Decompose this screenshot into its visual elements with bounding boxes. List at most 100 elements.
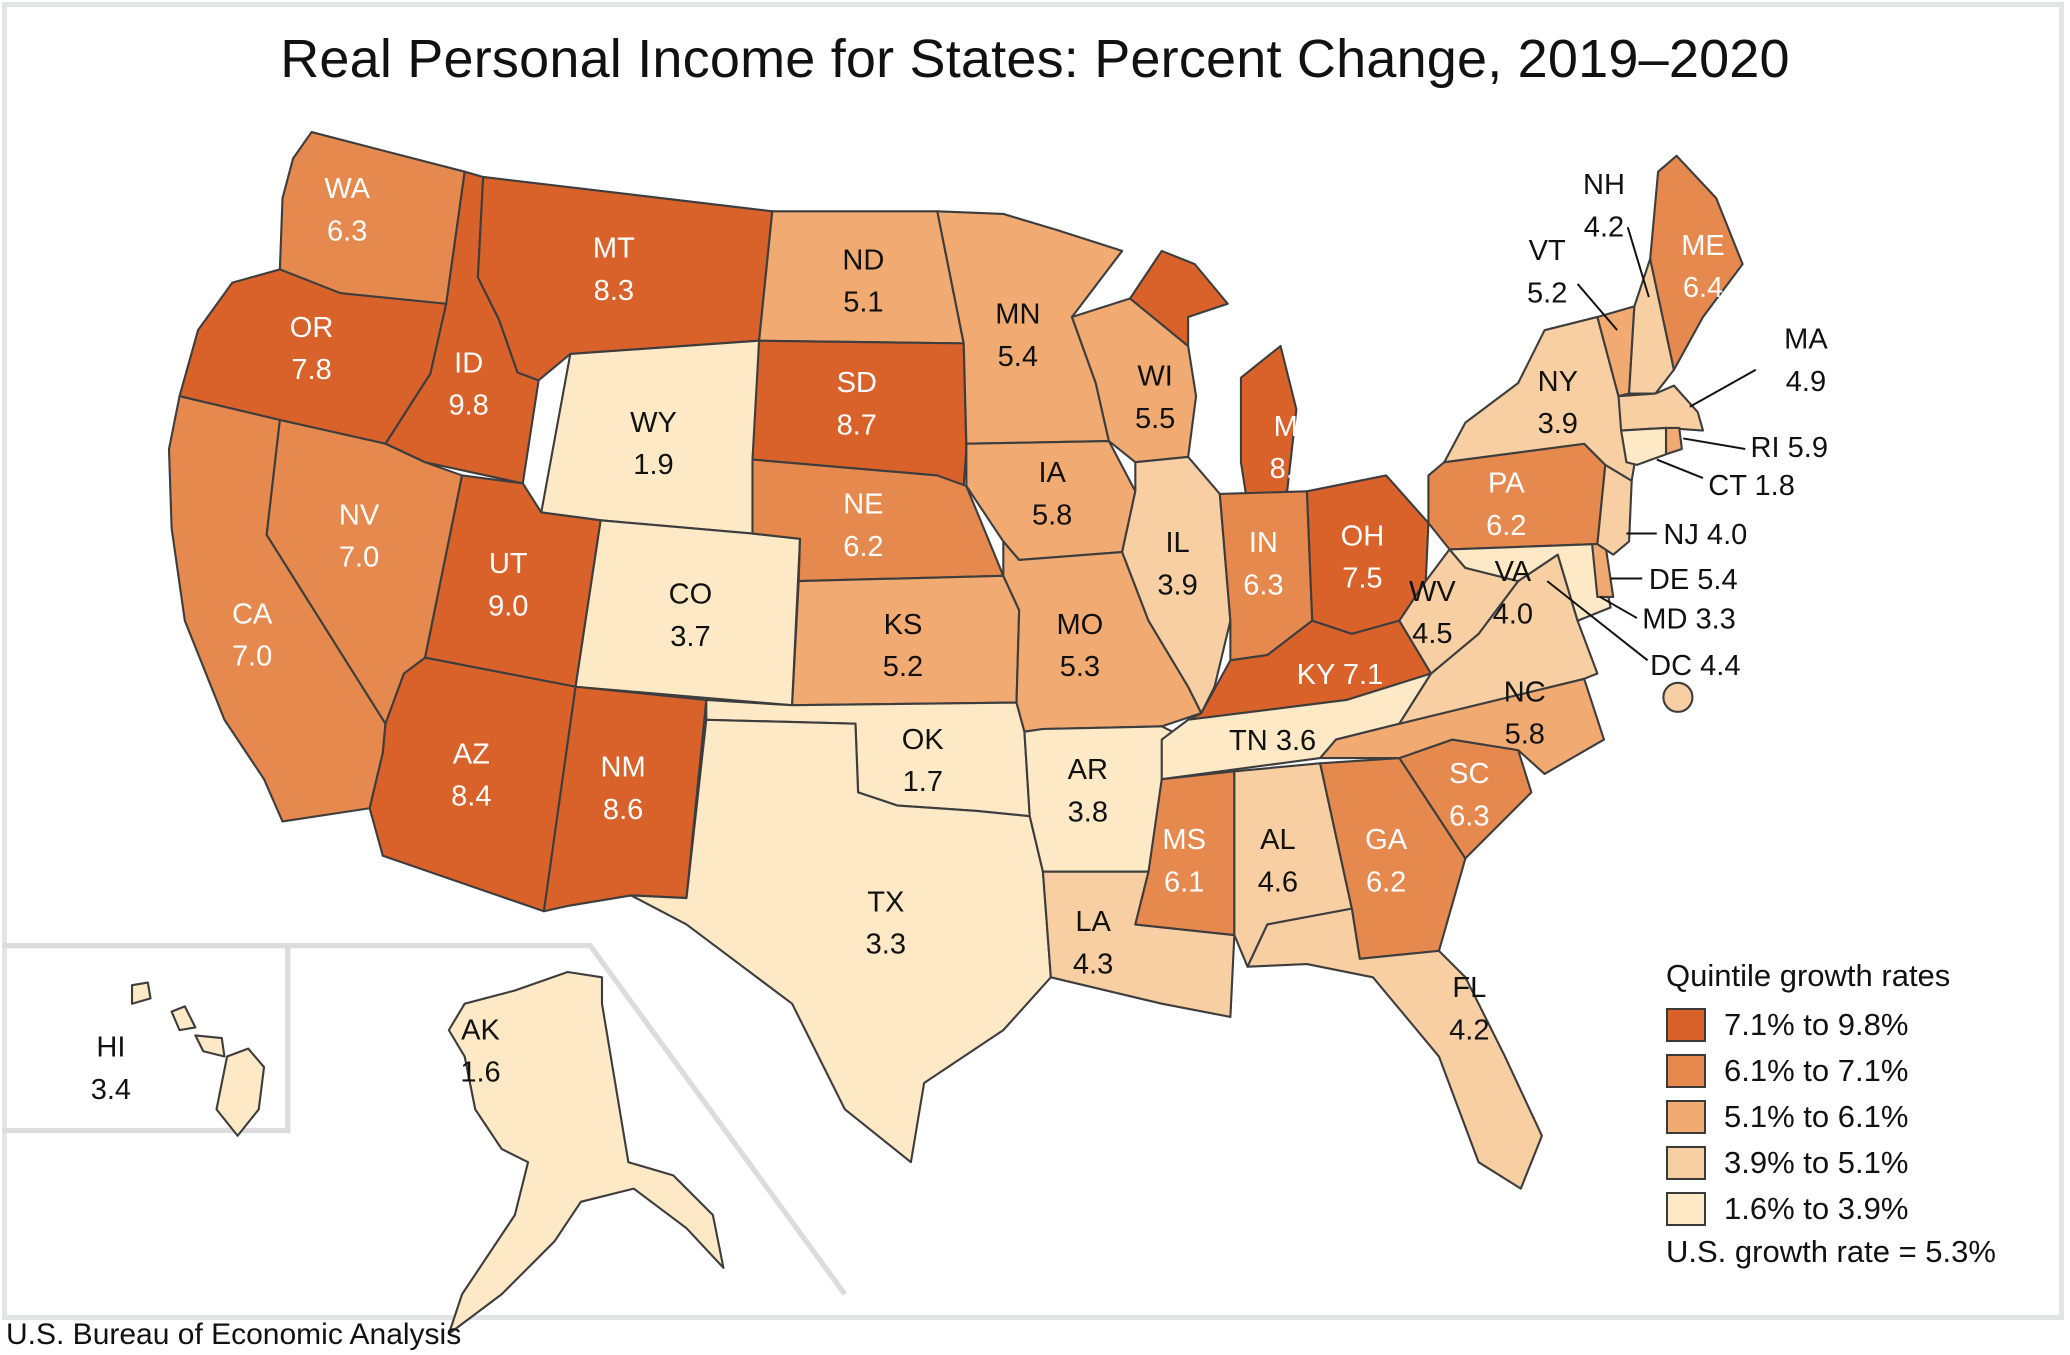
- svg-text:7.0: 7.0: [232, 641, 272, 673]
- svg-text:MD 3.3: MD 3.3: [1642, 604, 1736, 636]
- legend-swatch-q2: [1666, 1054, 1706, 1088]
- svg-text:VA: VA: [1495, 556, 1532, 588]
- svg-text:TX: TX: [867, 886, 904, 918]
- svg-text:6.1: 6.1: [1164, 866, 1204, 898]
- legend-item: 6.1% to 7.1%: [1666, 1048, 2066, 1094]
- svg-text:ID: ID: [454, 347, 483, 379]
- legend-swatch-q3: [1666, 1100, 1706, 1134]
- svg-text:3.8: 3.8: [1068, 796, 1108, 828]
- svg-text:IA: IA: [1038, 457, 1066, 489]
- svg-text:WY: WY: [630, 407, 677, 439]
- svg-text:4.2: 4.2: [1449, 1014, 1489, 1046]
- svg-text:NH: NH: [1583, 169, 1625, 201]
- state-WA[interactable]: [278, 131, 466, 305]
- svg-text:DC 4.4: DC 4.4: [1650, 650, 1740, 682]
- svg-text:KY 7.1: KY 7.1: [1297, 659, 1384, 691]
- svg-text:6.2: 6.2: [1366, 866, 1406, 898]
- legend-title: Quintile growth rates: [1666, 958, 1951, 993]
- svg-text:5.8: 5.8: [1505, 719, 1545, 751]
- svg-text:8.6: 8.6: [603, 794, 643, 826]
- legend-item: 7.1% to 9.8%: [1666, 1002, 2066, 1048]
- svg-text:MS: MS: [1162, 824, 1206, 856]
- svg-text:IN: IN: [1249, 527, 1278, 559]
- svg-text:4.6: 4.6: [1258, 866, 1298, 898]
- svg-text:7.5: 7.5: [1342, 563, 1382, 595]
- state-ND[interactable]: [758, 210, 965, 345]
- svg-text:NC: NC: [1504, 676, 1546, 708]
- svg-text:AZ: AZ: [453, 738, 490, 770]
- legend-item: 5.1% to 6.1%: [1666, 1094, 2066, 1140]
- state-ME[interactable]: [1649, 154, 1744, 371]
- state-FL[interactable]: [1246, 907, 1543, 1190]
- svg-text:AK: AK: [461, 1014, 500, 1046]
- state-AK[interactable]: [447, 970, 725, 1335]
- svg-text:OR: OR: [290, 312, 334, 344]
- svg-text:VT: VT: [1529, 235, 1566, 267]
- svg-text:8.4: 8.4: [451, 781, 491, 813]
- state-CT[interactable]: [1620, 426, 1668, 466]
- svg-text:5.1: 5.1: [843, 287, 883, 319]
- svg-text:1.6: 1.6: [460, 1057, 500, 1089]
- svg-text:4.9: 4.9: [1786, 366, 1826, 398]
- svg-text:WA: WA: [324, 173, 370, 205]
- legend-label: 7.1% to 9.8%: [1724, 1007, 1909, 1042]
- state-TX[interactable]: [629, 718, 1052, 1164]
- svg-text:6.3: 6.3: [1243, 569, 1283, 601]
- state-CO[interactable]: [574, 519, 802, 707]
- svg-text:4.5: 4.5: [1412, 618, 1452, 650]
- svg-text:MI: MI: [1274, 411, 1306, 443]
- svg-text:5.4: 5.4: [998, 341, 1038, 373]
- svg-text:MT: MT: [593, 233, 635, 265]
- legend: Quintile growth rates 7.1% to 9.8% 6.1% …: [1666, 958, 2066, 1270]
- svg-text:9.8: 9.8: [448, 390, 488, 422]
- state-labels: WA 6.3 OR 7.8 ID 9.8 MT 8.3 WY 1.9 NV 7.0 UT 9.…: [91, 173, 1725, 1106]
- svg-text:1.9: 1.9: [633, 449, 673, 481]
- svg-text:8.3: 8.3: [594, 275, 634, 307]
- svg-text:5.2: 5.2: [883, 651, 923, 683]
- svg-text:NJ 4.0: NJ 4.0: [1663, 519, 1747, 551]
- svg-text:6.3: 6.3: [327, 215, 367, 247]
- state-HI[interactable]: [130, 981, 266, 1137]
- svg-text:NM: NM: [601, 752, 646, 784]
- svg-text:NV: NV: [339, 499, 380, 531]
- state-MS[interactable]: [1134, 770, 1236, 937]
- map-title: Real Personal Income for States: Percent…: [280, 29, 1790, 89]
- svg-text:FL: FL: [1452, 972, 1486, 1004]
- svg-text:3.3: 3.3: [866, 929, 906, 961]
- svg-text:PA: PA: [1488, 468, 1525, 500]
- svg-text:IL: IL: [1165, 527, 1189, 559]
- svg-text:GA: GA: [1365, 824, 1408, 856]
- svg-text:AL: AL: [1260, 824, 1296, 856]
- svg-text:CA: CA: [232, 598, 273, 630]
- svg-text:DE 5.4: DE 5.4: [1649, 564, 1738, 596]
- state-NH[interactable]: [1628, 257, 1676, 395]
- svg-text:7.0: 7.0: [339, 542, 379, 574]
- svg-text:3.4: 3.4: [91, 1074, 131, 1106]
- svg-text:OH: OH: [1341, 520, 1385, 552]
- svg-text:6.2: 6.2: [843, 531, 883, 563]
- hawaii-inset-box: [2, 942, 291, 1134]
- svg-text:5.3: 5.3: [1060, 651, 1100, 683]
- svg-text:NE: NE: [843, 489, 883, 521]
- svg-text:3.9: 3.9: [1157, 569, 1197, 601]
- svg-text:WV: WV: [1409, 576, 1456, 608]
- svg-text:CO: CO: [669, 579, 713, 611]
- state-RI[interactable]: [1664, 426, 1683, 456]
- svg-text:5.5: 5.5: [1135, 403, 1175, 435]
- svg-text:UT: UT: [489, 548, 528, 580]
- state-DC-enlarged[interactable]: [1662, 681, 1694, 713]
- svg-text:5.8: 5.8: [1032, 499, 1072, 531]
- us-growth-rate-note: U.S. growth rate = 5.3%: [1666, 1234, 1996, 1269]
- svg-text:MN: MN: [995, 299, 1040, 331]
- svg-text:NY: NY: [1538, 366, 1578, 398]
- svg-text:HI: HI: [96, 1032, 125, 1064]
- svg-text:6.3: 6.3: [1449, 800, 1489, 832]
- legend-swatch-q5: [1666, 1192, 1706, 1226]
- svg-text:LA: LA: [1075, 906, 1111, 938]
- svg-text:6.2: 6.2: [1486, 510, 1526, 542]
- svg-text:AR: AR: [1068, 754, 1108, 786]
- legend-label: 1.6% to 3.9%: [1724, 1191, 1909, 1226]
- svg-text:OK: OK: [902, 724, 945, 756]
- svg-text:5.2: 5.2: [1527, 277, 1567, 309]
- svg-text:ME: ME: [1681, 230, 1725, 262]
